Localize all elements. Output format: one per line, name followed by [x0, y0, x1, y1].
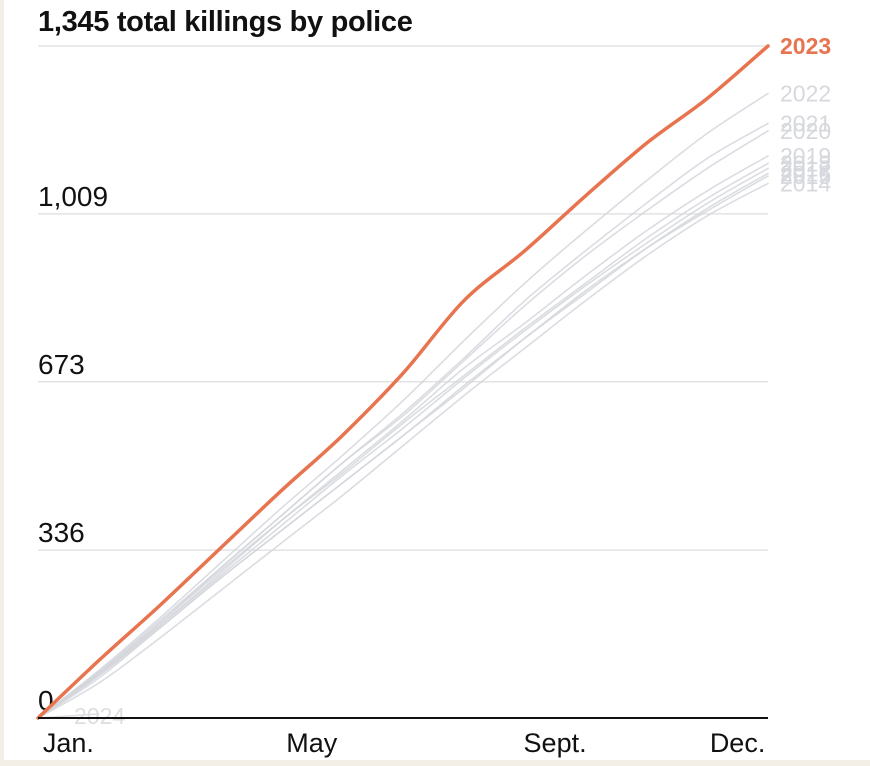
- chart-title: 1,345 total killings by police: [38, 6, 413, 38]
- y-tick-label: 1,009: [38, 181, 108, 212]
- series-line-2015: [37, 175, 769, 719]
- series-end-label-2023: 2023: [780, 33, 831, 59]
- x-tick-label: May: [286, 728, 338, 758]
- x-tick-label: Dec.: [710, 728, 766, 758]
- series-line-2018: [37, 162, 769, 719]
- series-line-2023: [36, 44, 770, 720]
- series-line-2022: [37, 92, 769, 719]
- frame-bottom: [0, 760, 870, 766]
- frame-left: [0, 0, 4, 766]
- y-tick-label: 336: [38, 517, 85, 548]
- series-end-label-2016: 2016: [780, 160, 831, 186]
- series-end-label-2019: 2019: [780, 143, 831, 169]
- series-end-label-2022: 2022: [780, 80, 831, 106]
- series-end-label-2018: 2018: [780, 150, 831, 176]
- y-tick-label: 673: [38, 349, 85, 380]
- x-tick-label: Jan.: [43, 728, 94, 758]
- series-end-label-2014: 2014: [780, 170, 831, 196]
- series-end-label-2017: 2017: [780, 155, 831, 181]
- series-line-2017: [37, 167, 769, 719]
- x-tick-label: Sept.: [524, 728, 587, 758]
- series-start-label-2024: 2024: [74, 703, 125, 729]
- series-end-label-2020: 2020: [780, 118, 831, 144]
- series-line-2014: [37, 182, 769, 719]
- series-end-label-2021: 2021: [780, 110, 831, 136]
- series-end-label-2015: 2015: [780, 163, 831, 189]
- series-line-2020: [37, 130, 769, 719]
